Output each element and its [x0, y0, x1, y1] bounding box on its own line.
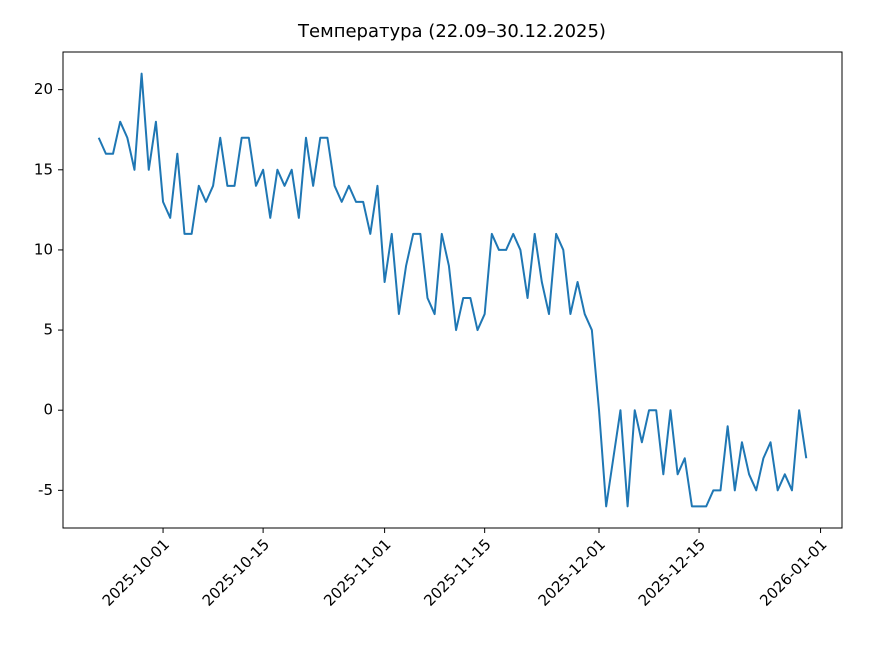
y-tick-label: -5: [38, 481, 53, 499]
chart-title: Температура (22.09–30.12.2025): [297, 21, 606, 42]
y-tick-label: 5: [43, 321, 53, 339]
plot-frame: [62, 51, 843, 529]
series-line: [97, 72, 808, 508]
y-tick-label: 15: [34, 160, 53, 178]
y-tick-label: 10: [34, 240, 53, 258]
y-tick-label: 0: [43, 401, 53, 419]
y-tick-label: 20: [34, 80, 53, 98]
